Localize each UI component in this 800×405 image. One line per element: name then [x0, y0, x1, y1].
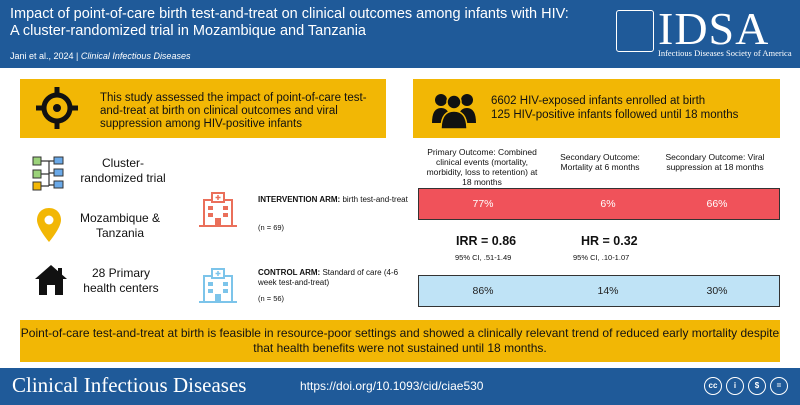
- secondary-mortality-header: Secondary Outcome: Mortality at 6 months: [560, 152, 640, 172]
- hospital-blue-icon: [199, 268, 237, 303]
- home-icon: [35, 265, 67, 295]
- primary-outcome-header: Primary Outcome: Combined clinical event…: [426, 147, 538, 187]
- aim-text: This study assessed the impact of point-…: [100, 92, 367, 130]
- intervention-n: (n = 69): [258, 223, 285, 232]
- enrollment-text: 6602 HIV-exposed infants enrolled at bir…: [491, 94, 776, 122]
- idsa-logo: IDSA Infectious Diseases Society of Amer…: [614, 3, 792, 62]
- noncommercial-icon: $: [748, 377, 766, 395]
- enrolled-text: 6602 HIV-exposed infants enrolled at bir…: [491, 95, 706, 107]
- cc-icon: cc: [704, 377, 722, 395]
- cluster-diagram-icon: [32, 156, 64, 191]
- citation: Jani et al., 2024 | Clinical Infectious …: [10, 51, 190, 61]
- irr-ci: 95% CI, .51-1.49: [455, 253, 512, 262]
- target-icon: [36, 87, 78, 129]
- control-primary-value: 86%: [472, 285, 494, 297]
- intervention-viral-value: 66%: [706, 198, 728, 210]
- intervention-arm-desc: birth test-and-treat: [342, 195, 408, 204]
- conclusion-box: Point-of-care test-and-treat at birth is…: [20, 320, 780, 362]
- control-arm-desc: Standard of care (4-6 week test-and-trea…: [258, 268, 399, 287]
- control-mortality-value: 14%: [597, 285, 619, 297]
- seal-icon: [616, 10, 654, 52]
- enrollment-box: 6602 HIV-exposed infants enrolled at bir…: [413, 79, 780, 138]
- hr-value: HR = 0.32: [581, 234, 638, 248]
- doi-link[interactable]: https://doi.org/10.1093/cid/ciae530: [300, 379, 484, 393]
- intervention-arm-title: INTERVENTION ARM:: [258, 195, 341, 204]
- citation-journal: Clinical Infectious Diseases: [80, 51, 191, 61]
- intervention-arm-label: INTERVENTION ARM: birth test-and-treat: [258, 195, 418, 205]
- hr-ci: 95% CI, .10-1.07: [573, 253, 630, 262]
- header-banner: Impact of point-of-care birth test-and-t…: [0, 0, 800, 68]
- license-icons: cc i $ =: [704, 377, 788, 395]
- hospital-red-icon: [199, 192, 237, 227]
- page-title: Impact of point-of-care birth test-and-t…: [10, 6, 569, 39]
- trial-design-label: Cluster-randomized trial: [80, 156, 166, 185]
- intervention-mortality-value: 6%: [600, 198, 616, 210]
- location-pin-icon: [37, 208, 61, 242]
- control-viral-value: 30%: [706, 285, 728, 297]
- control-results-bar: 86% 14% 30%: [418, 275, 780, 307]
- control-arm-title: CONTROL ARM:: [258, 268, 321, 277]
- logo-subtitle: Infectious Diseases Society of America: [658, 48, 792, 58]
- logo-wordmark: IDSA: [658, 3, 770, 54]
- aim-box: This study assessed the impact of point-…: [20, 79, 386, 138]
- people-group-icon: [432, 94, 476, 129]
- intervention-primary-value: 77%: [472, 198, 494, 210]
- secondary-viral-header: Secondary Outcome: Viral suppression at …: [665, 152, 765, 172]
- noderivatives-icon: =: [770, 377, 788, 395]
- intervention-results-bar: 77% 6% 66%: [418, 188, 780, 220]
- irr-value: IRR = 0.86: [456, 234, 517, 248]
- location-label: Mozambique & Tanzania: [79, 211, 161, 240]
- control-arm-label: CONTROL ARM: Standard of care (4-6 week …: [258, 268, 418, 288]
- followed-text: 125 HIV-positive infants followed until …: [491, 109, 739, 121]
- control-n: (n = 56): [258, 294, 285, 303]
- sites-label: 28 Primary health centers: [83, 266, 159, 295]
- citation-authors: Jani et al., 2024 |: [10, 51, 79, 61]
- journal-name: Clinical Infectious Diseases: [12, 373, 247, 397]
- attribution-icon: i: [726, 377, 744, 395]
- footer-banner: Clinical Infectious Diseases https://doi…: [0, 368, 800, 405]
